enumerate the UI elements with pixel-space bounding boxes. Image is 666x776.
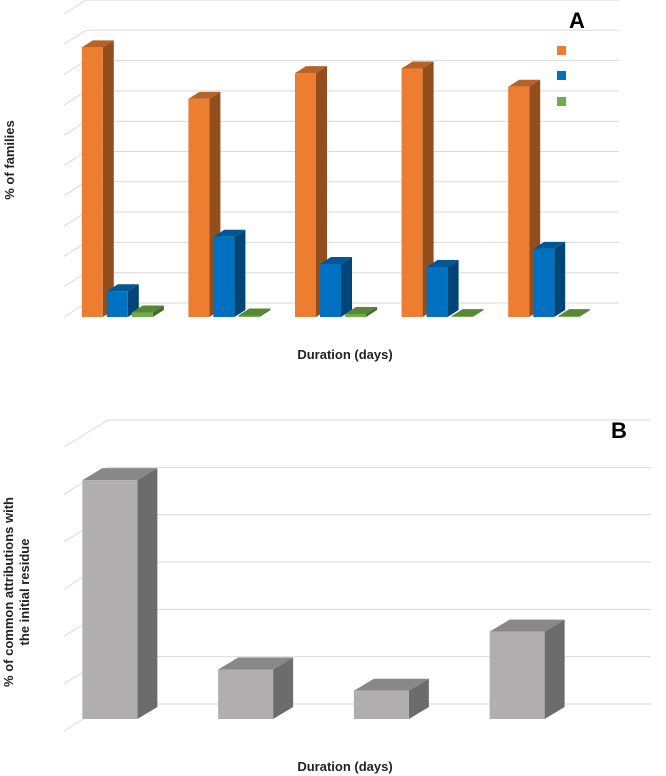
chart-a-bar-chn-side <box>259 308 271 317</box>
chart-a-bar-cho-side <box>234 229 246 317</box>
chart-a-bar-cho-front <box>426 267 448 317</box>
chart-a-y-axis-label: % of families <box>2 120 17 199</box>
chart-b-bar-front <box>353 690 409 719</box>
chart-b-bar-top <box>489 619 565 632</box>
chart-a-panel-letter: A <box>569 8 585 33</box>
chart-a-legend-swatch-chn <box>557 97 566 106</box>
chart-a-gridline <box>63 60 619 76</box>
chart-a-bar-cho-side <box>341 256 352 317</box>
chart-a-gridline <box>63 0 619 15</box>
chart-a-bar-chno-top <box>401 61 434 69</box>
chart-b-gridline <box>63 466 651 495</box>
chart-a-bar-chno-side <box>316 66 327 318</box>
chart-a-bar-chn-top <box>238 308 271 316</box>
chart-a-bar-chno-top <box>508 79 541 87</box>
chart-a-bar-chno-top <box>295 66 327 74</box>
chart-a-bar-chn-front <box>238 315 260 317</box>
chart-a-bar-chn-front <box>131 312 153 317</box>
chart-b-bar-front <box>489 631 545 719</box>
chart-b-y-axis-label-line1: % of common attributions with <box>1 497 16 687</box>
chart-b: Duration (days) % of common attributions… <box>1 418 651 774</box>
chart-b-bar-top <box>82 468 158 481</box>
chart-a-bar-chno-front <box>401 68 423 317</box>
chart-a-bar-chno <box>81 40 114 318</box>
chart-b-bar-front <box>82 480 138 719</box>
chart-a: Duration (days) % of families A <box>2 0 619 362</box>
chart-a-bar-chn-side <box>579 309 591 317</box>
chart-a-bar-cho <box>320 256 352 317</box>
chart-a-bar-chn <box>451 309 484 317</box>
chart-a-bar-chn-top <box>451 309 484 317</box>
chart-b-bar <box>218 657 294 719</box>
chart-b-bar-top <box>353 678 429 691</box>
chart-b-bar-side <box>544 619 565 719</box>
chart-a-gridline <box>63 29 619 45</box>
chart-a-bar-chn-front <box>451 316 473 317</box>
chart-a-bar-chno-side <box>422 61 434 317</box>
chart-a-legend-swatch-chno <box>557 46 566 55</box>
chart-a-bar-chno <box>401 61 434 317</box>
chart-a-bar-cho-top <box>533 241 566 249</box>
chart-a-legend-swatch-cho <box>557 71 566 80</box>
chart-a-bar-chno-front <box>295 73 316 318</box>
chart-a-bar-chno-front <box>508 86 530 317</box>
chart-a-bar-chn <box>131 305 164 317</box>
chart-b-bar <box>353 678 429 719</box>
chart-a-x-axis-label: Duration (days) <box>297 347 392 362</box>
chart-a-bar-cho-front <box>533 248 555 317</box>
chart-a-bars <box>81 40 591 318</box>
chart-a-bar-cho <box>106 284 139 317</box>
chart-a-bar-cho-side <box>127 284 139 317</box>
chart-b-bar-side <box>137 468 158 719</box>
chart-a-bar-cho-top <box>106 284 139 292</box>
chart-a-bar-cho-front <box>320 263 341 317</box>
chart-a-bar-cho-side <box>447 260 459 317</box>
chart-b-bar-side <box>408 678 429 719</box>
chart-b-gridline <box>63 419 651 448</box>
chart-a-bar-cho-front <box>213 236 235 317</box>
chart-b-bars <box>82 468 565 719</box>
chart-b-bar <box>82 468 158 719</box>
chart-b-bar <box>489 619 565 719</box>
chart-a-bar-chno-front <box>188 98 210 317</box>
chart-a-bar-chno-front <box>81 47 103 318</box>
chart-b-bar-top <box>218 657 294 670</box>
chart-a-bar-chn-side <box>366 306 377 317</box>
chart-a-bar-chn <box>345 306 377 317</box>
chart-a-bar-chno-top <box>81 40 114 48</box>
chart-b-panel-letter: B <box>611 418 627 443</box>
chart-a-bar-chno-top <box>188 91 221 99</box>
chart-b-bar-front <box>218 669 274 719</box>
chart-a-bar-chn <box>558 309 591 317</box>
chart-b-y-axis-label-line2: the initial residue <box>17 539 32 646</box>
chart-b-x-axis-label: Duration (days) <box>297 759 392 774</box>
chart-a-bar-chn-top <box>558 309 591 317</box>
chart-a-bar-chn <box>238 308 271 317</box>
chart-a-bar-chn-top <box>131 305 164 313</box>
chart-a-bar-chn-front <box>558 316 580 317</box>
chart-a-bar-cho-top <box>213 229 246 237</box>
chart-a-bar-cho <box>533 241 566 317</box>
chart-a-bar-cho-top <box>426 260 459 268</box>
chart-a-bar-chn-side <box>472 309 484 317</box>
chart-b-bar-side <box>273 657 294 719</box>
chart-a-legend <box>557 46 566 106</box>
chart-a-bar-chn-front <box>345 313 366 317</box>
chart-a-bar-chn-top <box>345 306 377 314</box>
chart-a-bar-cho <box>213 229 246 317</box>
chart-a-bar-cho-top <box>320 256 352 264</box>
chart-a-bar-chn-side <box>152 305 164 317</box>
chart-a-bar-cho-side <box>554 241 566 317</box>
chart-a-bar-chno-side <box>102 40 114 317</box>
chart-a-bar-cho-front <box>106 291 128 317</box>
chart-a-bar-chno <box>295 66 327 318</box>
chart-a-bar-cho <box>426 260 459 317</box>
